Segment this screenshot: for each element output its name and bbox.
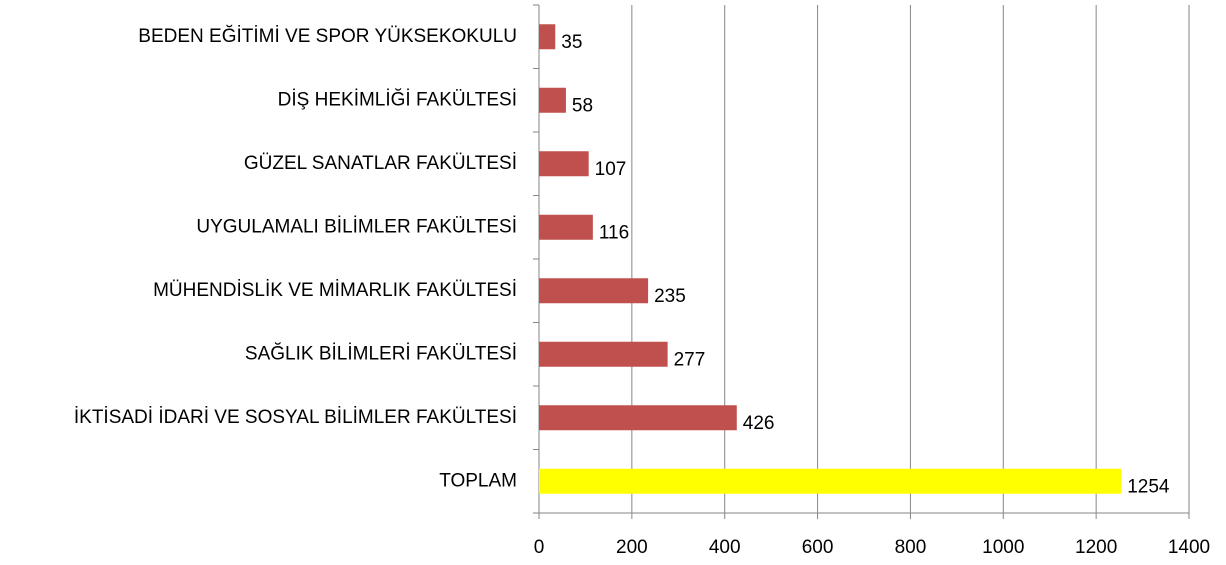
data-label: 107 [595,159,627,180]
data-label: 116 [599,222,629,243]
y-tick-label: TOPLAM [439,470,517,491]
bar [539,151,589,177]
y-tick-label: SAĞLIK BİLİMLERİ FAKÜLTESİ [245,342,517,364]
y-tick-label: DİŞ HEKİMLİĞİ FAKÜLTESİ [278,88,517,110]
data-label: 1254 [1127,476,1170,497]
y-tick-label: UYGULAMALI BİLİMLER FAKÜLTESİ [196,216,517,237]
bar [539,405,737,431]
x-tick-label: 1200 [1075,537,1117,558]
x-tick-label: 1000 [982,537,1024,558]
x-tick-label: 600 [802,537,834,558]
y-tick-label: MÜHENDİSLİK VE MİMARLIK FAKÜLTESİ [153,280,517,301]
bar [539,87,566,113]
x-tick-label: 800 [895,537,927,558]
x-tick-label: 1400 [1168,537,1210,558]
y-tick-label: İKTİSADİ İDARİ VE SOSYAL BİLİMLER FAKÜLT… [74,407,517,428]
y-tick-label: BEDEN EĞİTİMİ VE SPOR YÜKSEKOKULU [138,25,517,47]
x-tick-label: 0 [534,537,545,558]
data-label: 235 [654,286,686,307]
bar [539,278,649,304]
x-tick-label: 200 [616,537,648,558]
data-label: 58 [572,95,593,116]
data-label: 35 [561,32,582,53]
bar [539,468,1122,494]
y-tick-label: GÜZEL SANATLAR FAKÜLTESİ [244,153,517,174]
data-label: 426 [743,413,775,434]
x-tick-label: 400 [709,537,741,558]
bar [539,24,556,50]
data-label: 277 [674,349,706,370]
bar [539,341,668,367]
bar [539,214,593,240]
